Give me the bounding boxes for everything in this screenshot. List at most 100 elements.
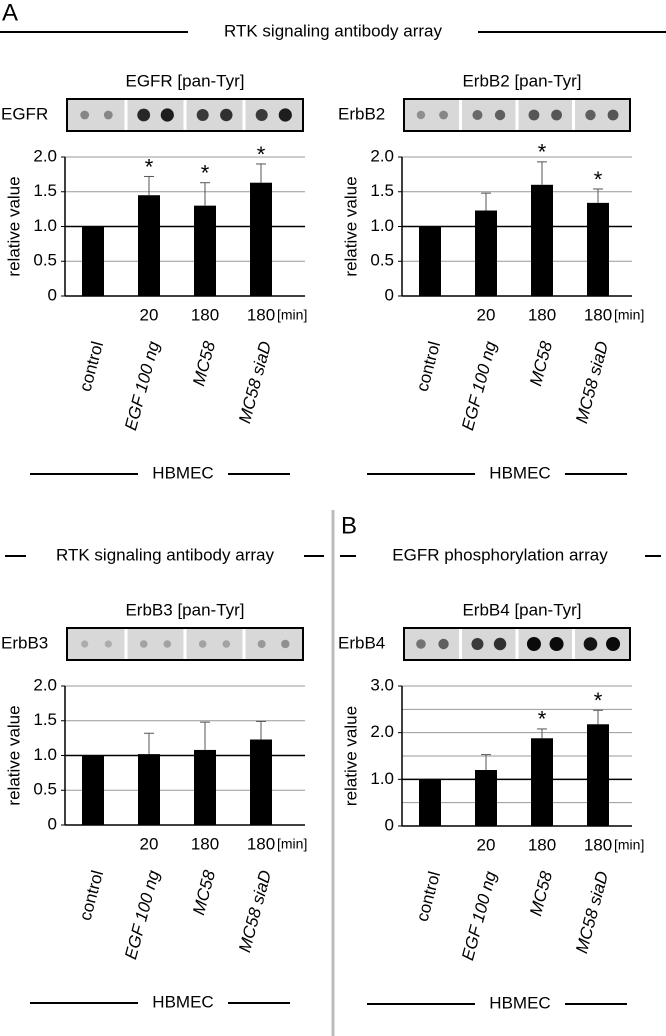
- chart-title: EGFR [pan-Tyr]: [125, 71, 244, 90]
- bar: [419, 779, 441, 826]
- bar: [587, 202, 609, 296]
- blot-spot: [551, 109, 562, 121]
- blot-spot: [585, 109, 596, 121]
- x-tick-label: EGF 100 ng: [121, 339, 163, 433]
- bar: [475, 770, 497, 826]
- group-label: HBMEC: [152, 992, 213, 1011]
- time-label: 180: [528, 835, 556, 854]
- time-label: 20: [140, 834, 159, 853]
- y-tick-label: 0: [385, 815, 394, 834]
- time-unit: [min]: [277, 836, 307, 852]
- y-tick-label: 1.5: [33, 181, 57, 200]
- y-tick-label: 1.0: [33, 216, 57, 235]
- blot-spot: [255, 109, 268, 121]
- chart-title: ErbB2 [pan-Tyr]: [462, 71, 581, 90]
- group-label: HBMEC: [489, 993, 550, 1012]
- x-tick-label: control: [76, 868, 108, 922]
- time-label: 180: [247, 305, 275, 324]
- y-tick-label: 1.5: [370, 181, 394, 200]
- y-tick-label: 0.5: [33, 251, 57, 270]
- time-unit: [min]: [614, 307, 644, 323]
- blot-spot: [196, 109, 209, 121]
- time-unit: [min]: [277, 307, 307, 323]
- y-tick-label: 1.5: [33, 710, 57, 729]
- blot-spot: [607, 109, 619, 121]
- blot-spot: [528, 109, 540, 121]
- y-tick-label: 0: [48, 285, 57, 304]
- x-tick-label: MC58 siaD: [235, 339, 275, 425]
- significance-marker: *: [257, 142, 266, 167]
- blot-spot: [103, 110, 113, 120]
- blot-label: ErbB3: [1, 633, 48, 652]
- time-label: 20: [140, 305, 159, 324]
- x-tick-label: control: [76, 339, 108, 393]
- x-tick-label: EGF 100 ng: [121, 868, 163, 962]
- y-tick-label: 0.5: [370, 251, 394, 270]
- blot-spot: [104, 640, 112, 648]
- time-label: 180: [584, 835, 612, 854]
- y-axis-label: relative value: [4, 705, 23, 805]
- time-label: 180: [191, 834, 219, 853]
- blot-spot: [220, 108, 233, 122]
- blot-frame: [403, 627, 631, 661]
- y-tick-label: 0.5: [33, 780, 57, 799]
- x-tick-label: MC58: [189, 339, 219, 388]
- bar: [194, 205, 216, 296]
- bar: [194, 749, 216, 825]
- blot-spot: [257, 640, 266, 648]
- bar: [138, 754, 160, 825]
- time-label: 180: [584, 305, 612, 324]
- time-label: 180: [247, 834, 275, 853]
- blot-spot: [471, 638, 484, 650]
- blot-spot: [416, 639, 426, 649]
- y-tick-label: 1.0: [33, 745, 57, 764]
- blot-spot: [139, 640, 148, 648]
- group-label: HBMEC: [152, 463, 213, 482]
- group-label: HBMEC: [489, 463, 550, 482]
- blot-label: ErbB2: [338, 104, 385, 123]
- significance-marker: *: [538, 707, 547, 732]
- bar: [587, 724, 609, 826]
- x-tick-label: control: [413, 339, 445, 393]
- y-tick-label: 0: [385, 285, 394, 304]
- blot-frame: [66, 98, 304, 132]
- section-header: RTK signaling antibody array: [224, 21, 442, 40]
- x-tick-label: MC58: [189, 868, 219, 917]
- bar: [531, 738, 553, 826]
- blot-spot: [472, 110, 483, 120]
- bar: [82, 226, 104, 296]
- blot-spot: [549, 637, 564, 651]
- blot-spot: [81, 640, 89, 648]
- x-tick-label: MC58: [526, 869, 556, 918]
- blot-spot: [606, 637, 621, 651]
- chart-title: ErbB3 [pan-Tyr]: [125, 600, 244, 619]
- y-tick-label: 2.0: [370, 722, 394, 741]
- blot-frame: [403, 98, 631, 132]
- blot-spot: [526, 637, 541, 651]
- time-label: 180: [191, 305, 219, 324]
- blot-spot: [80, 110, 90, 120]
- blot-spot: [416, 110, 426, 120]
- y-tick-label: 2.0: [370, 146, 394, 165]
- blot-frame: [66, 627, 304, 661]
- x-tick-label: MC58 siaD: [572, 869, 612, 955]
- y-tick-label: 1.0: [370, 216, 394, 235]
- y-tick-label: 2.0: [33, 675, 57, 694]
- y-axis-label: relative value: [341, 706, 360, 806]
- x-tick-label: EGF 100 ng: [458, 339, 500, 433]
- blot-label: EGFR: [1, 104, 48, 123]
- blot-spot: [163, 640, 172, 648]
- significance-marker: *: [538, 140, 547, 165]
- blot-spot: [438, 638, 449, 650]
- blot-label: ErbB4: [338, 633, 385, 652]
- y-tick-label: 2.0: [33, 146, 57, 165]
- significance-marker: *: [201, 161, 210, 186]
- bar: [419, 226, 441, 296]
- significance-marker: *: [145, 154, 154, 179]
- panel-label: A: [2, 0, 18, 26]
- blot-spot: [160, 108, 174, 122]
- blot-spot: [222, 640, 231, 648]
- significance-marker: *: [594, 167, 603, 192]
- y-tick-label: 1.0: [370, 769, 394, 788]
